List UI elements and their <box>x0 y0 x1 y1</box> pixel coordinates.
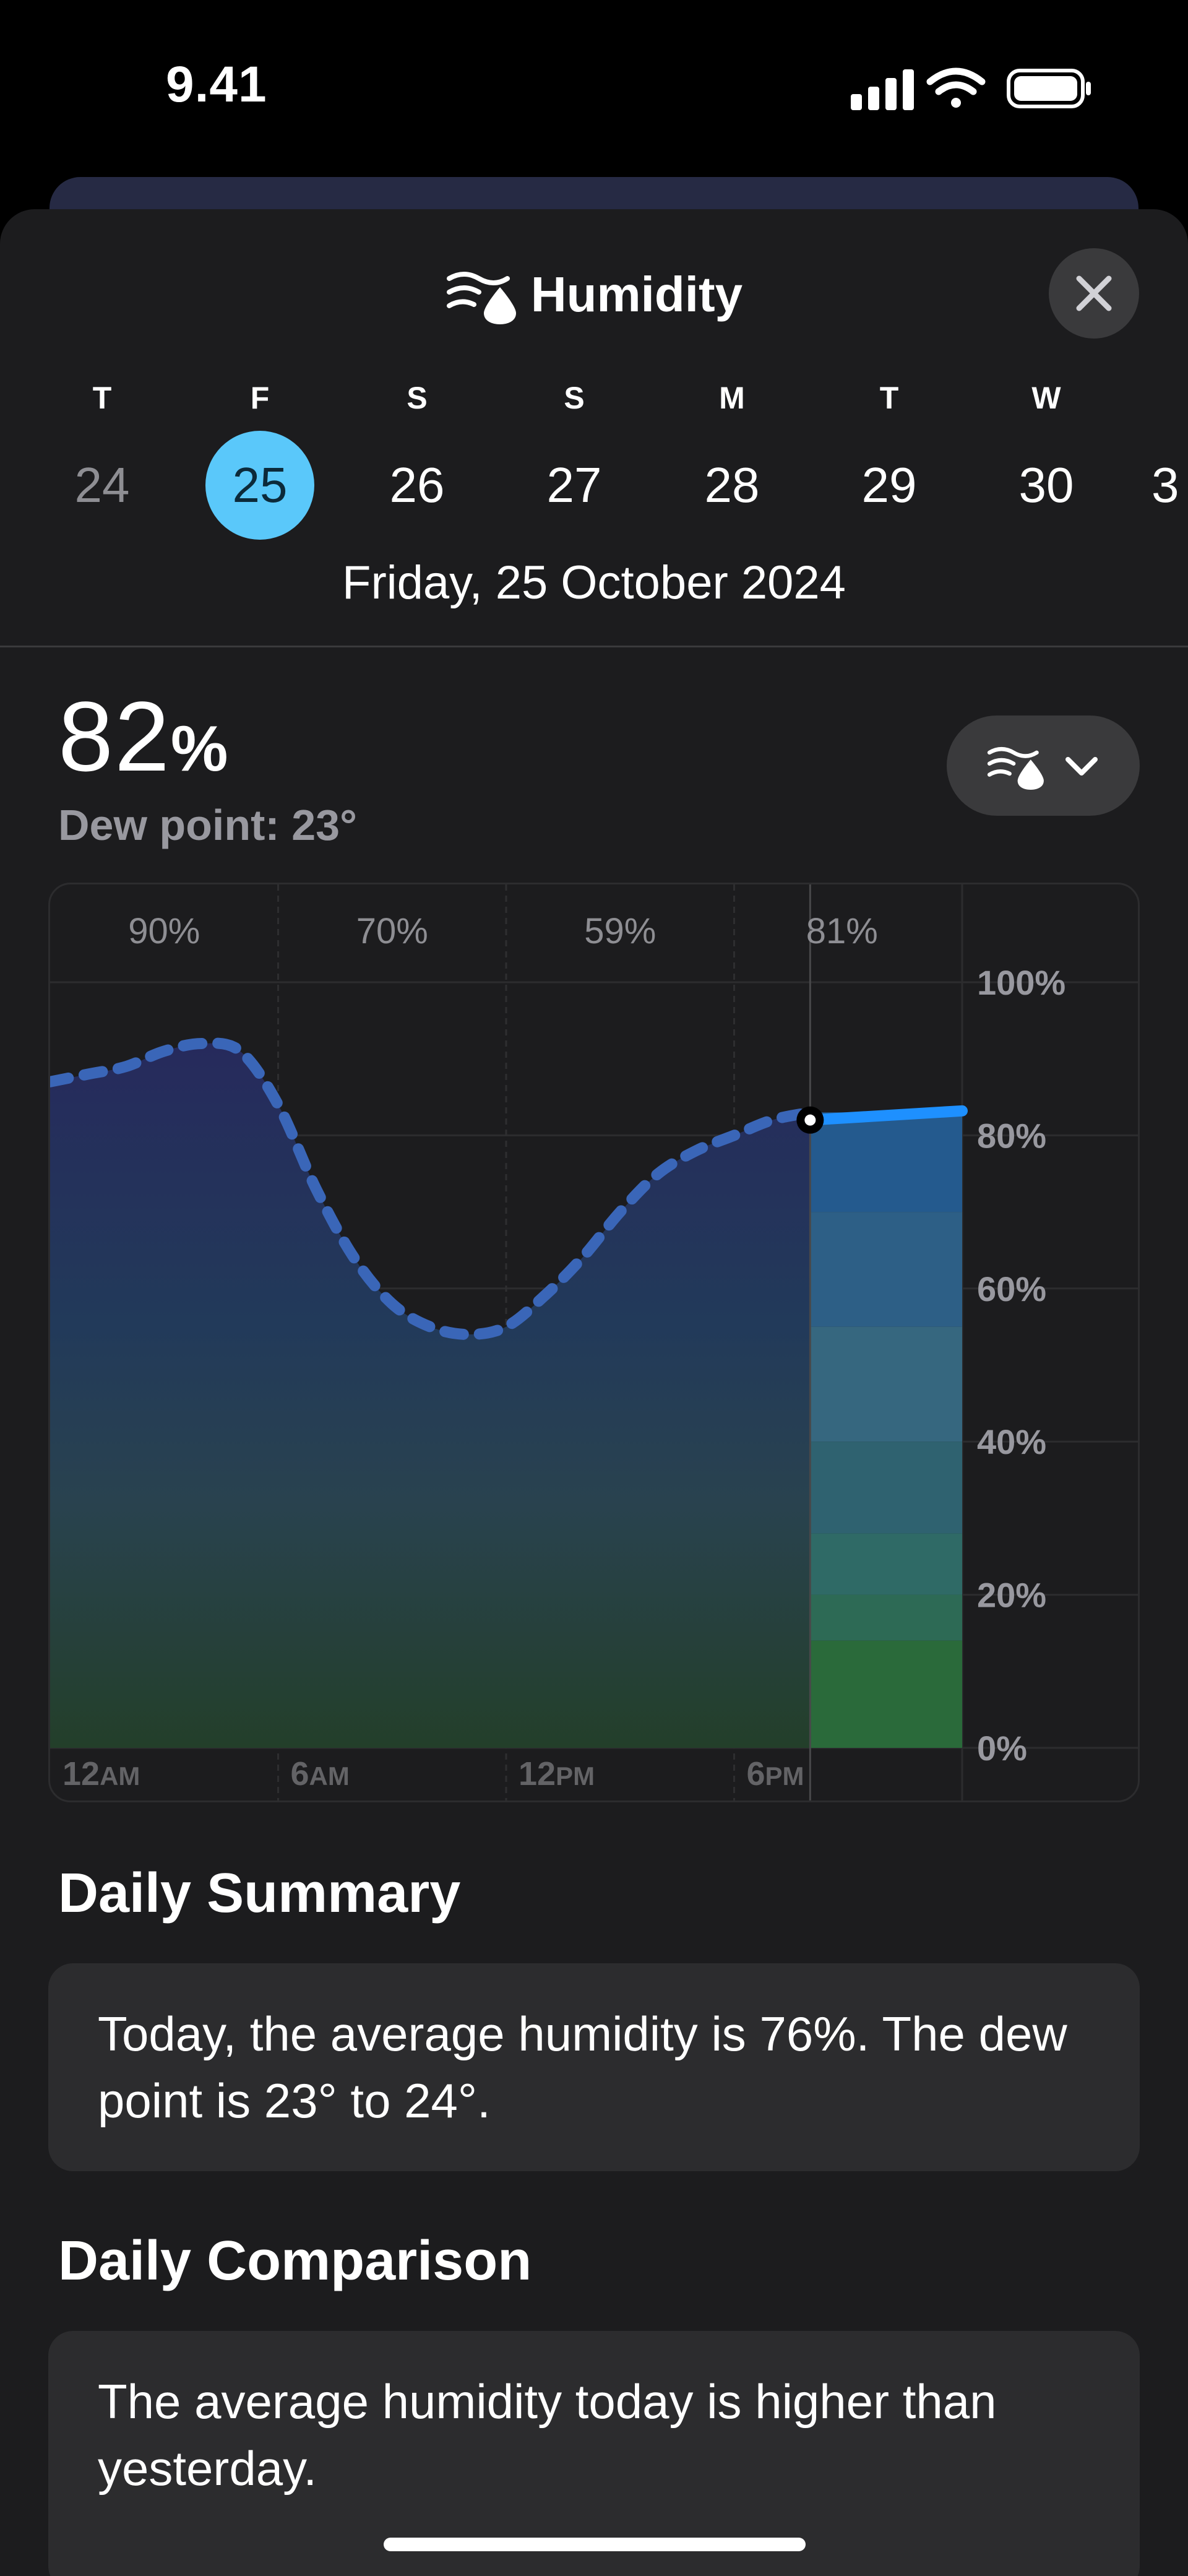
day-number: 24 <box>74 457 130 512</box>
daily-comparison-text: The average humidity today is higher tha… <box>98 2374 997 2496</box>
sheet-header: Humidity <box>0 265 1188 339</box>
day-letter: S <box>564 381 585 415</box>
current-value: 82 <box>58 681 171 792</box>
close-icon <box>1076 275 1112 311</box>
humidity-line <box>50 1037 816 1341</box>
future-area-band <box>810 1212 962 1327</box>
signal-icon <box>851 69 914 110</box>
day-item[interactable]: W 30 <box>991 376 1102 540</box>
close-button[interactable] <box>1049 248 1139 339</box>
layer-selector-button[interactable] <box>947 715 1140 816</box>
x-tick-label: 6AM <box>291 1755 350 1792</box>
day-letter: S <box>407 381 428 415</box>
y-tick-label: 0% <box>977 1729 1027 1768</box>
chart-svg: 90% 70% 59% 81% 100% 80% 60% 40% 20% 0% 12AM 6AM 12P… <box>50 884 1138 1800</box>
day-item[interactable]: M 28 <box>676 376 788 540</box>
future-area-band <box>810 1594 962 1641</box>
day-letter: M <box>719 381 745 415</box>
y-tick-label: 40% <box>977 1422 1046 1461</box>
day-item[interactable]: S 27 <box>519 376 630 540</box>
y-tick-label: 100% <box>977 963 1065 1002</box>
dew-point: Dew point: 23° <box>58 800 357 850</box>
chevron-down-icon <box>1065 757 1098 776</box>
daily-summary-title: Daily Summary <box>58 1862 461 1924</box>
wifi-icon <box>926 67 986 108</box>
divider <box>0 646 1188 647</box>
x-tick-label: 12PM <box>519 1755 595 1792</box>
chart-area <box>50 884 968 1800</box>
x-tick-label: 6PM <box>747 1755 804 1792</box>
humidity-chart[interactable]: 90% 70% 59% 81% 100% 80% 60% 40% 20% 0% 12AM 6AM 12P… <box>48 883 1140 1802</box>
status-icons <box>851 67 1091 110</box>
day-letter: W <box>1031 381 1061 415</box>
future-area-band <box>810 1441 962 1534</box>
day-number: 28 <box>704 457 760 512</box>
home-indicator[interactable] <box>384 2538 806 2551</box>
period-label: 70% <box>356 911 428 951</box>
humidity-icon <box>446 272 516 324</box>
day-item[interactable]: S 26 <box>361 376 473 540</box>
current-point <box>804 1114 816 1126</box>
sheet-title: Humidity <box>530 267 743 322</box>
current-humidity: 82% <box>58 680 228 793</box>
day-item[interactable]: T 24 <box>46 376 158 540</box>
daily-comparison-card: The average humidity today is higher tha… <box>48 2331 1140 2576</box>
day-letter <box>1148 376 1188 420</box>
humidity-icon <box>987 746 1044 790</box>
day-item[interactable]: T 29 <box>833 376 945 540</box>
selected-date: Friday, 25 October 2024 <box>342 556 846 609</box>
dew-point-value: 23° <box>291 801 358 849</box>
period-label: 81% <box>806 911 878 951</box>
y-tick-label: 60% <box>977 1269 1046 1308</box>
day-letter: F <box>250 381 270 415</box>
day-number: 29 <box>861 457 917 512</box>
future-area-band <box>810 1326 962 1442</box>
day-letter: T <box>92 381 112 415</box>
daily-summary-card: Today, the average humidity is 76%. The … <box>48 1963 1140 2171</box>
period-label: 59% <box>584 911 656 951</box>
day-number: 26 <box>389 457 445 512</box>
day-item[interactable]: 3 <box>1148 376 1188 540</box>
humidity-sheet: Humidity T 24 F 25 S 26 S 27 M 28 T 2 <box>0 209 1188 2576</box>
chart-labels: 90% 70% 59% 81% 100% 80% 60% 40% 20% 0% 12AM 6AM 12P… <box>62 911 1065 1792</box>
day-item-selected[interactable]: F 25 <box>204 376 316 540</box>
daily-comparison-title: Daily Comparison <box>58 2230 532 2292</box>
y-tick-label: 80% <box>977 1116 1046 1155</box>
day-strip: T 24 F 25 S 26 S 27 M 28 T 29 W 30 3 <box>0 376 1188 543</box>
status-time: 9.41 <box>166 56 267 113</box>
battery-icon <box>1007 69 1091 108</box>
day-number: 27 <box>546 457 602 512</box>
humidity-line-future <box>804 1105 968 1126</box>
daily-summary-text: Today, the average humidity is 76%. The … <box>98 2007 1067 2128</box>
x-tick-label: 12AM <box>62 1755 140 1792</box>
day-number: 25 <box>205 431 314 540</box>
future-area-band <box>810 1533 962 1595</box>
current-unit: % <box>170 713 228 785</box>
future-area-band <box>810 1112 962 1212</box>
day-number: 3 <box>1151 457 1179 512</box>
future-area-band <box>810 1640 962 1748</box>
dew-point-label: Dew point: <box>58 801 280 849</box>
day-letter: T <box>879 381 899 415</box>
day-number: 30 <box>1018 457 1074 512</box>
status-bar: 9.41 <box>0 0 1188 176</box>
y-tick-label: 20% <box>977 1576 1046 1615</box>
period-label: 90% <box>128 911 200 951</box>
